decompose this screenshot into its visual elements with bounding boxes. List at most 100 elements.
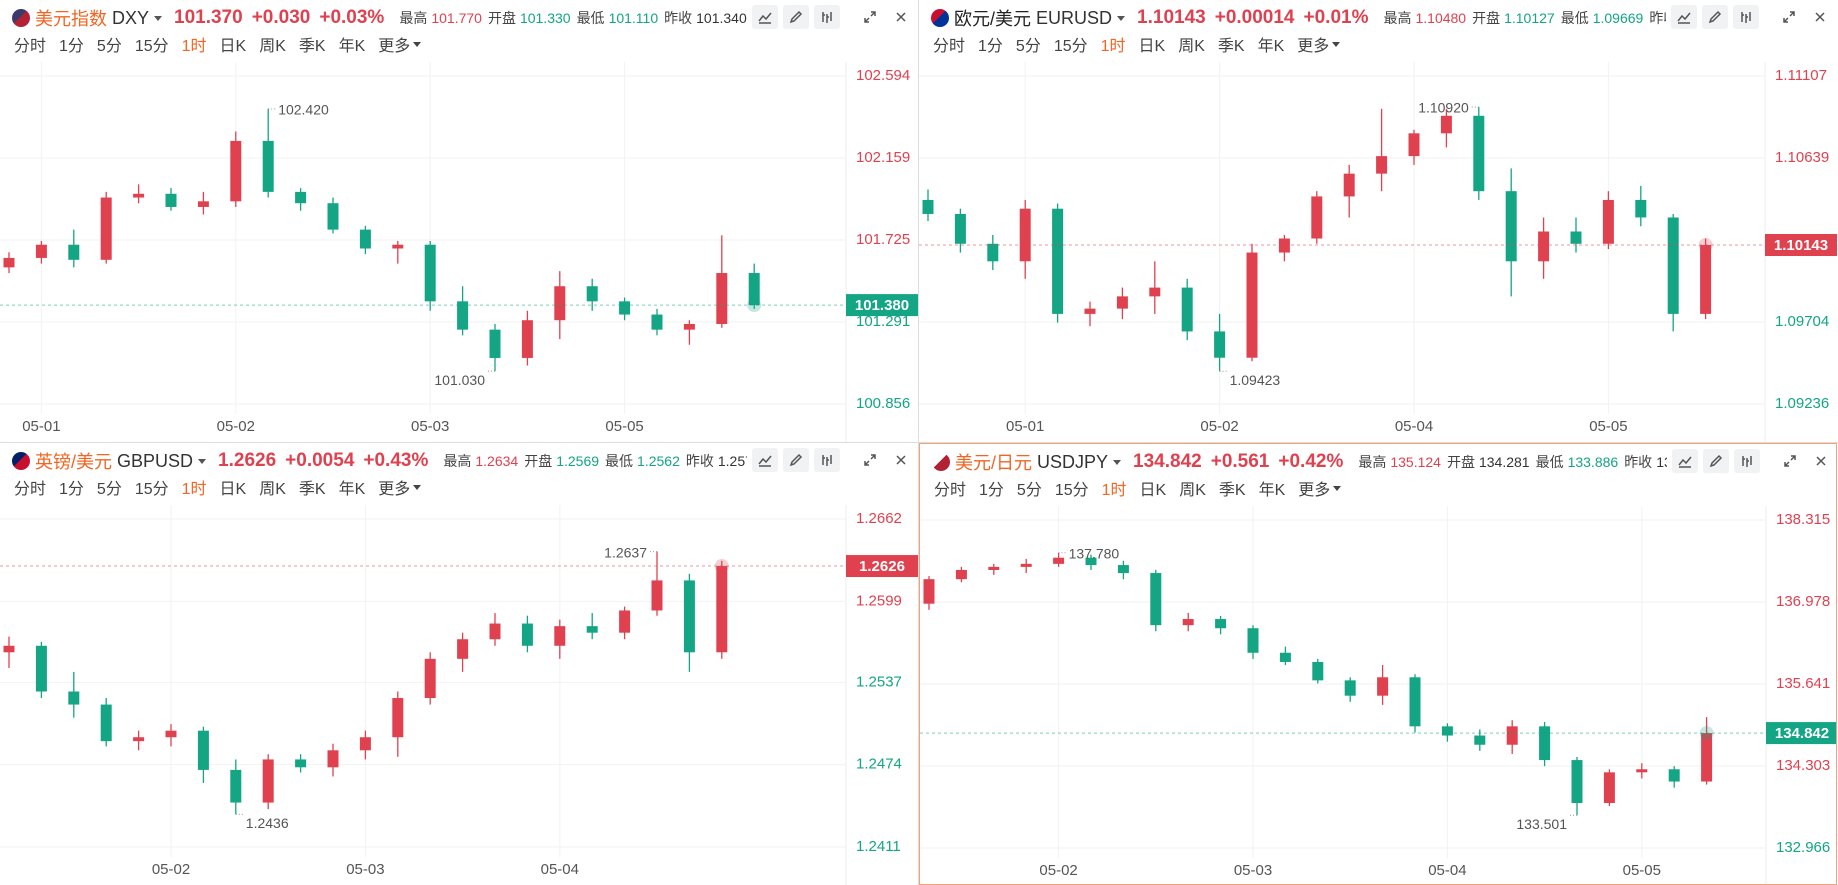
dropdown-caret[interactable] <box>154 15 163 21</box>
candle-body <box>1215 619 1227 629</box>
period-tab[interactable]: 1分 <box>978 38 1003 55</box>
stat-label: 开盘 <box>487 10 516 26</box>
period-tab[interactable]: 年K <box>1258 482 1286 499</box>
period-tab[interactable]: 15分 <box>134 481 169 498</box>
period-tab[interactable]: 5分 <box>96 38 122 55</box>
period-tab[interactable]: 更多 <box>378 481 411 498</box>
period-tab[interactable]: 季K <box>1217 38 1245 55</box>
period-tab[interactable]: 周K <box>1178 38 1205 55</box>
candle-body <box>165 193 177 207</box>
dropdown-caret[interactable] <box>1113 459 1122 465</box>
y-tick-label: 1.2662 <box>856 510 902 527</box>
period-tab[interactable]: 5分 <box>96 481 122 498</box>
toolbar-button[interactable] <box>857 5 883 29</box>
stat-label: 最高 <box>1383 10 1412 26</box>
toolbar-button[interactable] <box>1807 5 1833 29</box>
toolbar-button[interactable] <box>1734 449 1760 473</box>
period-tab[interactable]: 分时 <box>934 482 967 499</box>
candle-body <box>1636 769 1648 773</box>
candle-body <box>489 329 501 358</box>
period-tab[interactable]: 日K <box>219 481 247 498</box>
instrument-name[interactable]: 美元/日元 <box>955 453 1033 473</box>
period-tab[interactable]: 更多 <box>1297 38 1330 55</box>
period-tab[interactable]: 1时 <box>181 481 207 498</box>
toolbar-button[interactable] <box>857 448 883 472</box>
period-tab[interactable]: 1分 <box>59 481 84 498</box>
toolbar-button[interactable] <box>752 5 778 29</box>
period-tab[interactable]: 更多 <box>1298 482 1331 499</box>
toolbar-button[interactable] <box>814 5 840 29</box>
candle-body <box>1150 573 1162 626</box>
period-tab[interactable]: 15分 <box>1053 38 1088 55</box>
period-tab[interactable]: 日K <box>1139 482 1167 499</box>
toolbar-button[interactable] <box>783 448 809 472</box>
instrument-code[interactable]: GBPUSD <box>117 450 194 471</box>
last-price-box <box>1765 233 1837 256</box>
dropdown-caret[interactable] <box>1117 15 1126 21</box>
toolbar-button[interactable] <box>1808 449 1834 473</box>
toolbar-button[interactable] <box>1672 449 1698 473</box>
period-tab[interactable]: 周K <box>1179 482 1206 499</box>
toolbar-button[interactable] <box>1777 449 1803 473</box>
period-tab[interactable]: 1时 <box>181 38 207 55</box>
period-tab[interactable]: 日K <box>219 38 247 55</box>
more-caret[interactable] <box>1332 41 1341 47</box>
period-tab[interactable]: 年K <box>338 38 366 55</box>
candle-body <box>1570 231 1582 244</box>
period-tab[interactable]: 日K <box>1138 38 1166 55</box>
candle-body <box>295 759 307 768</box>
period-tab[interactable]: 周K <box>259 481 286 498</box>
period-tab[interactable]: 5分 <box>1016 482 1042 499</box>
instrument-name[interactable]: 欧元/美元 <box>954 9 1032 29</box>
instrument-code[interactable]: DXY <box>112 7 150 28</box>
toolbar-button[interactable] <box>1733 5 1759 29</box>
period-tab[interactable]: 季K <box>1218 482 1246 499</box>
more-caret[interactable] <box>1333 485 1342 491</box>
candle-body <box>1117 565 1129 574</box>
period-tab[interactable]: 分时 <box>933 38 966 55</box>
period-tab[interactable]: 分时 <box>14 38 47 55</box>
y-tick-label: 134.303 <box>1776 757 1830 774</box>
toolbar-button[interactable] <box>888 5 914 29</box>
stat-value: 101.340 <box>696 10 747 26</box>
period-tab[interactable]: 1分 <box>59 38 84 55</box>
candle-body <box>1182 619 1194 626</box>
period-tab[interactable]: 1分 <box>979 482 1004 499</box>
toolbar-button[interactable] <box>783 5 809 29</box>
candle-body <box>1311 196 1323 239</box>
toolbar-button[interactable] <box>1776 5 1802 29</box>
period-tab[interactable]: 1时 <box>1101 482 1127 499</box>
instrument-code[interactable]: EURUSD <box>1036 7 1113 28</box>
period-tab[interactable]: 季K <box>298 481 326 498</box>
more-caret[interactable] <box>413 484 422 490</box>
period-tab[interactable]: 15分 <box>1054 482 1089 499</box>
period-tab[interactable]: 更多 <box>378 38 411 55</box>
toolbar-button[interactable] <box>1671 5 1697 29</box>
x-tick-label: 05-05 <box>1623 862 1661 879</box>
period-tab[interactable]: 1时 <box>1100 38 1126 55</box>
toolbar-button[interactable] <box>1702 5 1728 29</box>
button-icon <box>1741 12 1751 23</box>
instrument-name[interactable]: 英镑/美元 <box>35 452 113 472</box>
toolbar-button[interactable] <box>888 448 914 472</box>
button-icon <box>758 455 772 467</box>
period-tab[interactable]: 周K <box>259 38 286 55</box>
period-tab[interactable]: 15分 <box>134 38 169 55</box>
period-tab[interactable]: 分时 <box>14 481 47 498</box>
more-caret[interactable] <box>413 41 422 47</box>
button-icon <box>1783 11 1795 23</box>
button-icon <box>822 12 832 23</box>
toolbar-button[interactable] <box>814 448 840 472</box>
toolbar-button[interactable] <box>752 448 778 472</box>
instrument-name[interactable]: 美元指数 <box>35 9 107 29</box>
period-tab[interactable]: 5分 <box>1015 38 1041 55</box>
stat-value: 101.110 <box>608 10 659 26</box>
candle-body <box>619 610 631 633</box>
toolbar-button[interactable] <box>1703 449 1729 473</box>
instrument-code[interactable]: USDJPY <box>1037 451 1109 472</box>
candle-body <box>586 626 598 633</box>
dropdown-caret[interactable] <box>198 458 207 464</box>
period-tab[interactable]: 年K <box>1257 38 1285 55</box>
period-tab[interactable]: 季K <box>298 38 326 55</box>
period-tab[interactable]: 年K <box>338 481 366 498</box>
